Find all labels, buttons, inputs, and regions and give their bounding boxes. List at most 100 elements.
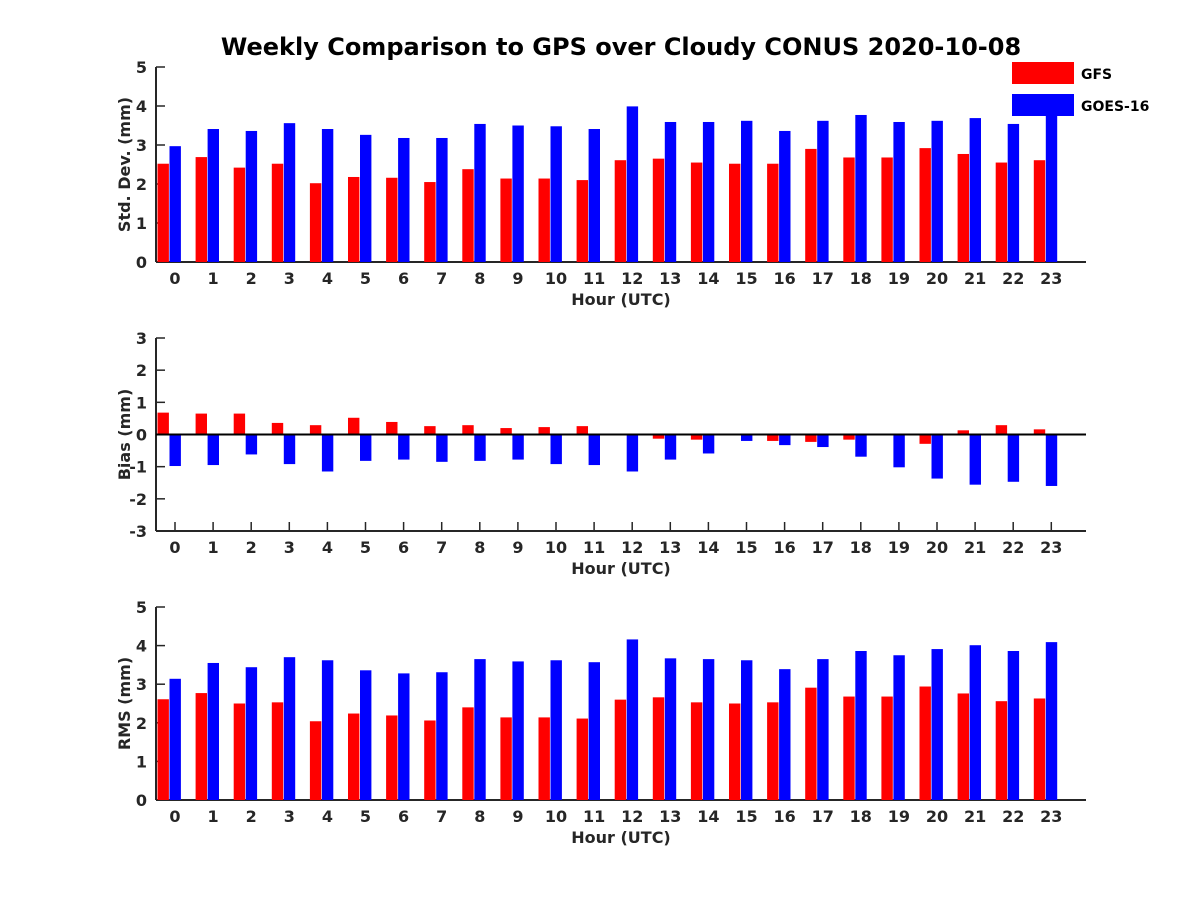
x-axis-label: Hour (UTC) (571, 290, 671, 309)
bar (157, 699, 169, 800)
bar (702, 121, 715, 263)
bar (664, 434, 677, 460)
x-tick-label: 0 (169, 807, 180, 826)
bar (969, 118, 981, 262)
bar (500, 428, 512, 435)
bar (614, 160, 627, 262)
bar (805, 687, 817, 800)
bar (1045, 111, 1058, 262)
bar (957, 693, 969, 800)
bar (664, 658, 677, 800)
x-tick-label: 21 (964, 538, 986, 557)
bar (512, 125, 524, 262)
bar (919, 434, 931, 444)
bar (919, 686, 931, 800)
bar (626, 106, 639, 262)
bar (1007, 123, 1020, 262)
bar (207, 129, 219, 262)
x-tick-label: 22 (1002, 538, 1024, 557)
x-tick-label: 10 (545, 807, 567, 826)
x-tick-label: 16 (773, 538, 795, 557)
y-tick-label: 4 (136, 637, 147, 656)
bar (271, 422, 284, 435)
x-tick-label: 3 (284, 538, 295, 557)
bar (474, 659, 486, 800)
bar (741, 434, 753, 441)
x-tick-label: 1 (208, 269, 219, 288)
x-tick-label: 9 (512, 807, 523, 826)
bar (550, 126, 562, 262)
bar (462, 707, 474, 800)
x-tick-label: 11 (583, 807, 605, 826)
bar (652, 434, 665, 439)
x-tick-label: 19 (888, 538, 910, 557)
bar (881, 696, 893, 800)
bar (652, 697, 665, 800)
bar (1033, 429, 1046, 435)
bar (424, 426, 436, 435)
bar (817, 659, 829, 800)
x-tick-label: 2 (246, 538, 257, 557)
x-tick-label: 22 (1002, 807, 1024, 826)
bar (652, 158, 665, 262)
x-tick-label: 11 (583, 538, 605, 557)
bar (1045, 642, 1058, 800)
x-tick-label: 6 (398, 538, 409, 557)
series-goes-16 (169, 106, 1058, 263)
x-tick-label: 5 (360, 269, 371, 288)
x-tick-label: 23 (1040, 807, 1062, 826)
x-tick-label: 15 (735, 807, 757, 826)
x-tick-label: 4 (322, 538, 333, 557)
bar (1045, 434, 1058, 486)
x-tick-label: 21 (964, 807, 986, 826)
bar (817, 434, 829, 448)
y-tick-label: 3 (136, 136, 147, 155)
bar (995, 425, 1008, 435)
y-tick-label: 3 (136, 329, 147, 348)
bar (169, 146, 181, 262)
y-tick-label: -2 (129, 490, 147, 509)
x-tick-label: 14 (697, 269, 719, 288)
y-tick-label: 5 (136, 598, 147, 617)
bar (538, 178, 550, 262)
series-gfs (157, 412, 1046, 444)
series-goes-16 (169, 639, 1058, 800)
x-tick-label: 10 (545, 538, 567, 557)
x-tick-label: 9 (512, 538, 523, 557)
x-tick-label: 23 (1040, 538, 1062, 557)
bar (424, 182, 436, 262)
x-tick-label: 22 (1002, 269, 1024, 288)
x-tick-label: 8 (474, 807, 485, 826)
bar (767, 702, 779, 800)
x-tick-label: 17 (812, 269, 834, 288)
bar (995, 162, 1008, 262)
legend-label: GFS (1081, 67, 1112, 83)
bar (588, 662, 600, 800)
y-tick-label: 0 (136, 426, 147, 445)
x-tick-label: 17 (812, 807, 834, 826)
x-tick-label: 3 (284, 269, 295, 288)
bar (462, 425, 474, 435)
bar (931, 434, 943, 479)
bar (436, 672, 448, 800)
y-tick-label: 2 (136, 175, 147, 194)
x-tick-label: 15 (735, 538, 757, 557)
y-axis-label: Std. Dev. (mm) (115, 97, 134, 232)
x-tick-label: 21 (964, 269, 986, 288)
bar (664, 121, 677, 263)
bar (741, 660, 753, 800)
bar (1033, 160, 1046, 262)
bar (538, 717, 550, 800)
x-tick-label: 5 (360, 807, 371, 826)
x-tick-label: 18 (850, 538, 872, 557)
series-goes-16 (169, 434, 1058, 486)
legend: GFS GOES-16 (1012, 62, 1149, 116)
bar (169, 434, 181, 467)
x-tick-label: 15 (735, 269, 757, 288)
bar (348, 713, 360, 800)
y-tick-label: 2 (136, 361, 147, 380)
bar (245, 434, 258, 455)
